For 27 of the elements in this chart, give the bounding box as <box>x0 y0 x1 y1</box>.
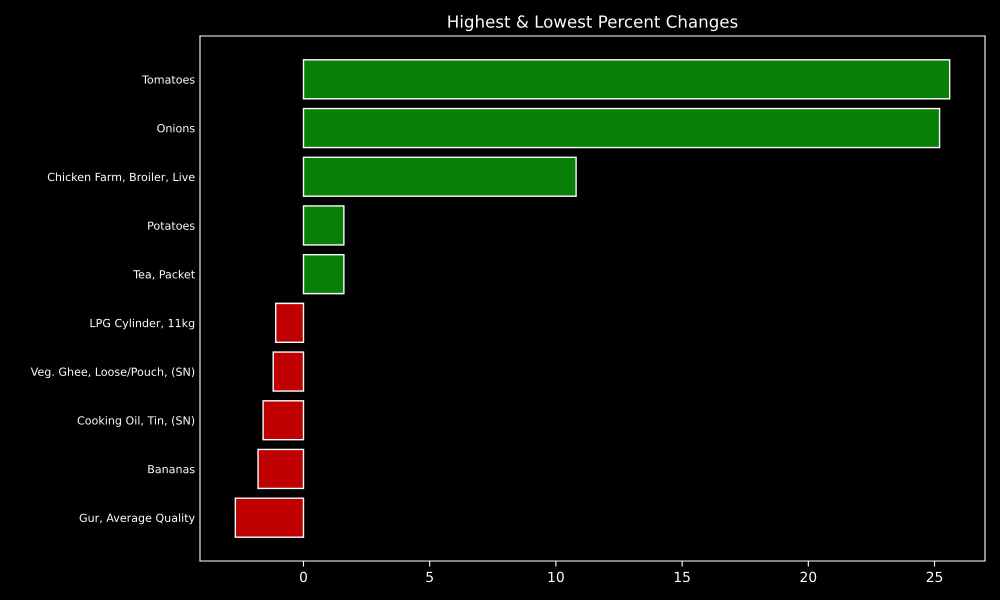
y-tick-label: Chicken Farm, Broiler, Live <box>48 172 195 182</box>
y-tick-label: Tomatoes <box>142 75 195 84</box>
y-tick-label: Veg. Ghee, Loose/Pouch, (SN) <box>30 367 194 378</box>
y-tick-label: Tea, Packet <box>133 270 195 280</box>
bar <box>234 497 304 538</box>
x-tick-label: 5 <box>426 572 433 582</box>
x-tick-label: 10 <box>548 572 564 582</box>
x-tick-label: 0 <box>300 572 307 582</box>
chart-title: Highest & Lowest Percent Changes <box>448 15 738 32</box>
x-tick-label: 25 <box>926 572 942 582</box>
bar <box>272 351 304 392</box>
y-tick-label: Gur, Average Quality <box>80 513 195 524</box>
bar <box>275 302 304 344</box>
bar <box>257 448 304 490</box>
bar <box>302 59 950 100</box>
bar <box>302 205 345 246</box>
bar <box>302 254 345 294</box>
y-tick-label: Onions <box>157 124 195 132</box>
bar <box>302 108 940 148</box>
y-tick-label: Bananas <box>148 465 195 474</box>
x-tick-label: 15 <box>674 572 690 582</box>
y-tick-label: Potatoes <box>148 222 195 230</box>
bar <box>302 156 577 197</box>
bar <box>262 400 304 440</box>
x-tick-label: 20 <box>800 572 816 582</box>
y-tick-label: LPG Cylinder, 11kg <box>90 318 194 330</box>
y-tick-label: Cooking Oil, Tin, (SN) <box>78 416 194 427</box>
